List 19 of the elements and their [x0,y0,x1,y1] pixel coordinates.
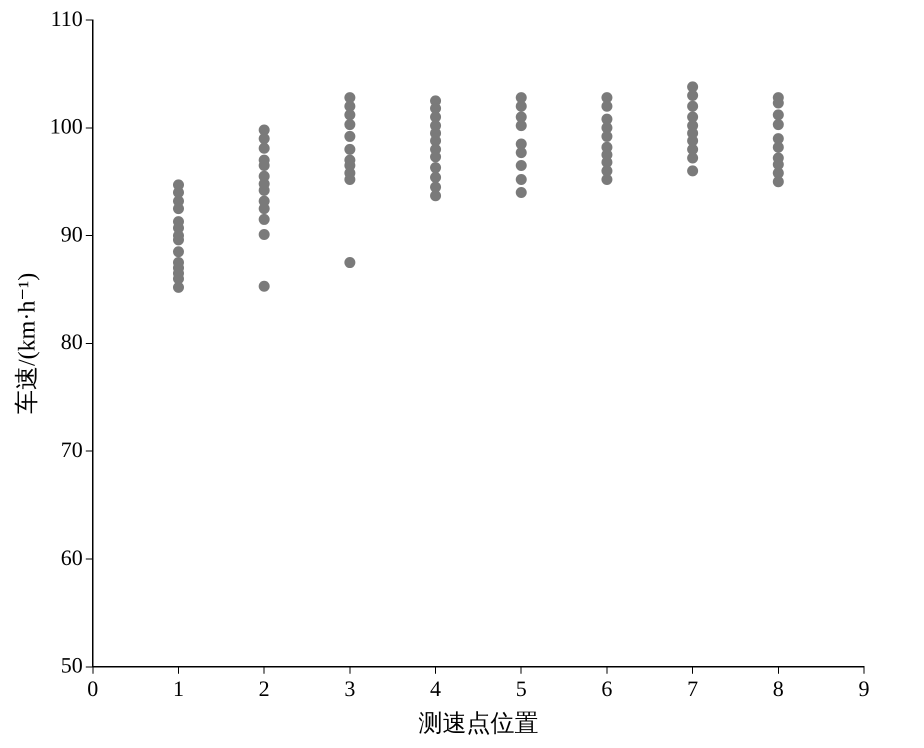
y-tick-label: 50 [60,652,83,678]
y-tick-label: 110 [50,6,83,31]
y-tick-label: 90 [60,221,83,246]
y-tick-label: 70 [60,436,83,462]
x-tick-label: 9 [858,676,870,701]
y-axis-title: 车速/(km·h⁻¹) [14,272,41,414]
x-tick-label: 1 [172,676,184,701]
x-tick-label: 8 [772,676,784,701]
x-tick-label: 5 [516,676,527,701]
x-tick-label: 0 [87,676,98,701]
x-tick-label: 2 [258,676,270,701]
x-tick-label: 4 [430,676,442,701]
y-tick-label: 80 [60,329,83,354]
x-tick-label: 7 [687,676,698,701]
y-tick-label: 100 [50,114,83,139]
x-tick-label: 3 [344,676,356,701]
y-tick-label: 60 [60,544,83,570]
x-axis-title: 测速点位置 [418,710,538,737]
x-tick-label: 6 [601,676,612,701]
